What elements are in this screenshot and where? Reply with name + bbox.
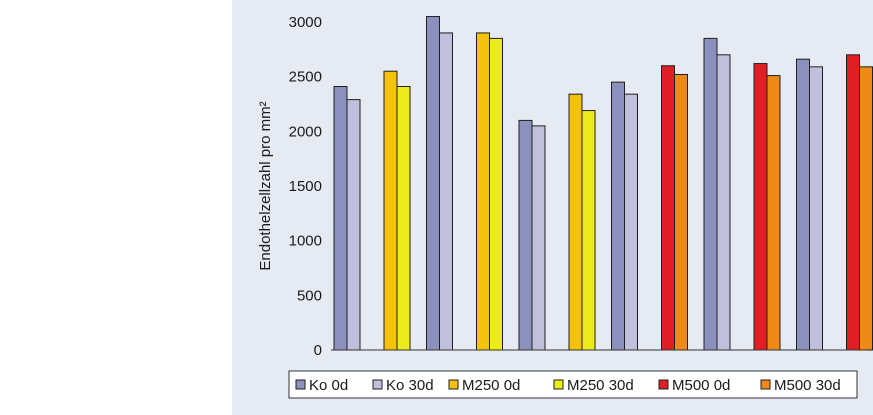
bar-m250-0d [383, 70, 398, 351]
legend-label: M500 30d [774, 377, 841, 394]
y-tick-label: 2000 [289, 123, 322, 140]
bar-ko-0d [796, 58, 810, 351]
legend-label: M250 30d [567, 377, 634, 394]
legend-swatch [553, 379, 564, 390]
y-axis-title: Endothelzellzahl pro mm² [257, 101, 274, 270]
bar-m250-30d [489, 37, 503, 351]
y-tick-label: 1000 [289, 233, 322, 250]
y-axis: 0 500 1000 1500 2000 2500 3000 [289, 14, 322, 359]
bar-m500-30d [766, 75, 781, 351]
bar-ko-0d [703, 37, 718, 351]
bar-ko-0d [333, 86, 348, 351]
legend-label: Ko 30d [386, 377, 434, 394]
legend-swatch [658, 379, 669, 390]
bar-m500-0d [846, 54, 860, 351]
y-tick-label: 2500 [289, 69, 322, 86]
bar-ko-30d [346, 99, 361, 351]
bar-m500-0d [661, 65, 675, 351]
bar-m500-30d [859, 66, 873, 351]
bar-m250-0d [568, 93, 583, 351]
legend-swatch [760, 379, 771, 390]
bar-m500-0d [753, 63, 768, 351]
y-tick-label: 1500 [289, 178, 322, 195]
y-tick-label: 500 [297, 287, 322, 304]
y-tick-label: 3000 [289, 14, 322, 31]
bar-m500-30d [674, 73, 688, 351]
bar-ko-0d [518, 119, 533, 351]
bar-ko-30d [439, 32, 453, 351]
legend-swatch [295, 379, 306, 390]
bars [333, 16, 873, 351]
legend-swatch [448, 379, 459, 390]
legend-swatch [372, 379, 383, 390]
bar-ko-30d [624, 93, 638, 351]
bar-m250-30d [581, 110, 596, 351]
y-tick-label: 0 [314, 342, 322, 359]
bar-m250-0d [476, 32, 490, 351]
bar-ko-30d [809, 66, 823, 351]
legend-label: M500 0d [672, 377, 730, 394]
legend-label: M250 0d [462, 377, 520, 394]
legend-label: Ko 0d [309, 377, 348, 394]
legend: Ko 0d Ko 30d M250 0d M250 30d M500 0d M500 30… [288, 370, 858, 399]
bar-ko-30d [716, 54, 731, 351]
bar-ko-0d [426, 16, 440, 351]
bar-ko-0d [611, 81, 625, 351]
bar-m250-30d [396, 86, 411, 351]
bar-ko-30d [531, 125, 546, 351]
